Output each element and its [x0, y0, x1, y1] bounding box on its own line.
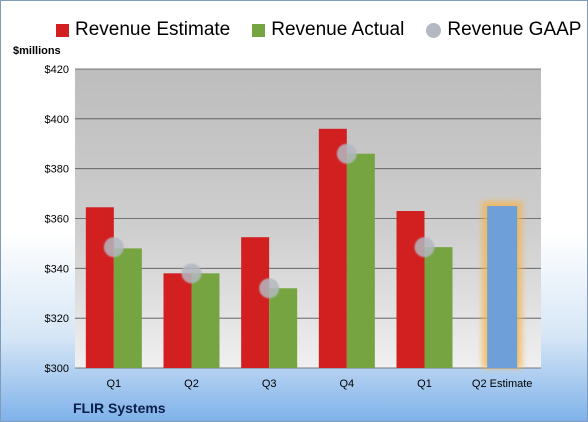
bar-revenue-actual	[113, 248, 142, 368]
legend-item-revenue-estimate: Revenue Estimate	[56, 19, 230, 41]
y-tick-label: $320	[45, 313, 69, 325]
legend-label-gaap: Revenue GAAP	[447, 19, 582, 40]
legend-item-revenue-gaap: Revenue GAAP	[426, 19, 581, 41]
marker-revenue-gaap	[414, 237, 435, 258]
marker-revenue-gaap	[259, 278, 280, 299]
x-tick-label: Q2	[184, 378, 199, 390]
bar-revenue-actual	[269, 288, 298, 368]
marker-revenue-gaap	[103, 237, 124, 258]
x-tick-label: Q4	[339, 378, 354, 390]
bar-revenue-forecast	[487, 206, 518, 368]
y-tick-label: $420	[45, 64, 69, 76]
x-tick-label: Q1	[417, 378, 432, 390]
y-tick-label: $380	[45, 164, 69, 176]
y-axis-unit-label: $millions	[13, 45, 61, 57]
y-tick-label: $400	[45, 114, 69, 126]
y-tick-label: $300	[45, 363, 69, 375]
x-tick-label: Q3	[262, 378, 277, 390]
x-tick-label: Q2 Estimate	[472, 378, 533, 390]
bar-revenue-estimate	[318, 128, 347, 368]
marker-revenue-gaap	[336, 143, 357, 164]
legend-item-revenue-actual: Revenue Actual	[252, 19, 404, 41]
bar-revenue-estimate	[241, 237, 270, 368]
x-tick-label: Q1	[106, 378, 121, 390]
legend-swatch-actual	[252, 23, 266, 37]
y-tick-label: $360	[45, 214, 69, 226]
legend-swatch-estimate	[56, 23, 69, 37]
bar-revenue-actual	[346, 153, 375, 368]
bar-revenue-actual	[191, 273, 220, 368]
y-tick-label: $340	[45, 263, 69, 275]
legend-label-actual: Revenue Actual	[271, 19, 405, 40]
legend-label-estimate: Revenue Estimate	[75, 19, 231, 40]
legend-swatch-gaap	[426, 22, 442, 38]
company-name: FLIR Systems	[73, 400, 166, 416]
bar-revenue-estimate	[85, 207, 114, 368]
marker-revenue-gaap	[181, 263, 202, 284]
bar-revenue-estimate	[163, 273, 192, 368]
legend: Revenue Estimate Revenue Actual Revenue …	[56, 19, 581, 41]
bar-revenue-estimate	[396, 211, 425, 368]
bar-revenue-actual	[424, 247, 453, 368]
